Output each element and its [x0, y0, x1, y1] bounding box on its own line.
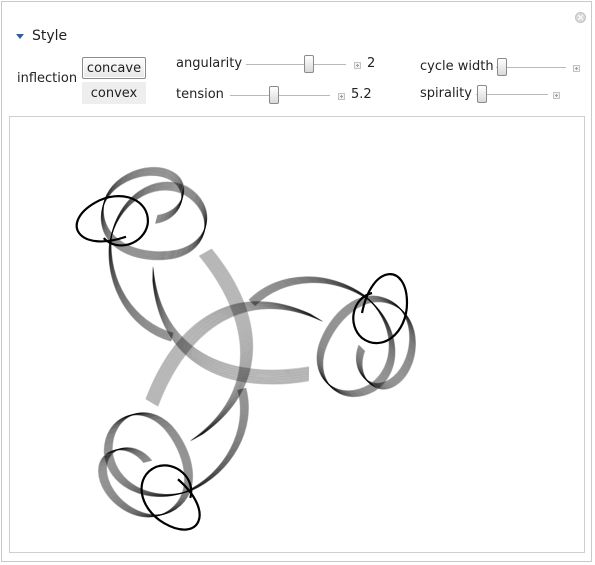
- angularity-label: angularity: [176, 56, 243, 71]
- style-section-toggle[interactable]: Style: [16, 27, 67, 45]
- triskelion-curve: [75, 166, 417, 531]
- curve-lobe: [75, 166, 310, 385]
- inflection-concave-button[interactable]: concave: [82, 57, 146, 79]
- tension-label: tension: [176, 87, 224, 102]
- angularity-slider-thumb[interactable]: [304, 55, 314, 73]
- cycle-width-slider-track[interactable]: [496, 67, 566, 68]
- cycle-width-slider-thumb[interactable]: [497, 58, 507, 76]
- section-title: Style: [32, 28, 68, 44]
- triangle-down-icon: [16, 33, 24, 39]
- tension-slider-thumb[interactable]: [269, 86, 279, 104]
- curve-lobe: [145, 273, 417, 407]
- tension-value: 5.2: [351, 87, 372, 102]
- close-icon[interactable]: [575, 12, 586, 23]
- inflection-label: inflection: [17, 71, 78, 86]
- spirality-slider-track[interactable]: [476, 94, 548, 95]
- spirality-plus-icon[interactable]: [553, 92, 560, 99]
- plot-area: [9, 116, 585, 553]
- angularity-slider-track[interactable]: [246, 64, 346, 65]
- angularity-plus-icon[interactable]: [354, 62, 361, 69]
- spirality-label: spirality: [420, 86, 472, 101]
- tension-plus-icon[interactable]: [338, 93, 345, 100]
- tension-slider-track[interactable]: [230, 95, 330, 96]
- cycle-width-label: cycle width: [420, 59, 494, 74]
- curve-lobe: [97, 248, 254, 531]
- spirality-slider-thumb[interactable]: [477, 85, 487, 103]
- cycle-width-plus-icon[interactable]: [573, 65, 580, 72]
- inflection-convex-button[interactable]: convex: [82, 82, 146, 104]
- angularity-value: 2: [367, 56, 376, 71]
